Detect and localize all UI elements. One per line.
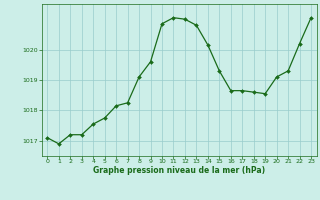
X-axis label: Graphe pression niveau de la mer (hPa): Graphe pression niveau de la mer (hPa) <box>93 166 265 175</box>
